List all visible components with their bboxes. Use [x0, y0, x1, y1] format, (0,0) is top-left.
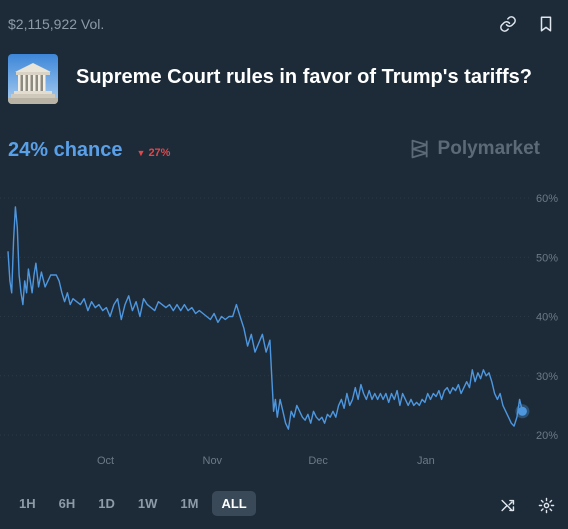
- shuffle-button[interactable]: [498, 495, 518, 515]
- chance-change: ▼ 27%: [137, 147, 171, 159]
- brand-name: Polymarket: [437, 138, 540, 159]
- series-line: [7, 206, 524, 430]
- y-tick-label: 30%: [536, 371, 558, 383]
- brand-logo: Polymarket: [410, 138, 540, 160]
- chance-change-value: 27%: [148, 147, 171, 159]
- x-tick-label: Oct: [97, 455, 114, 467]
- chance-value: 24% chance: [8, 139, 123, 161]
- down-arrow-icon: ▼: [136, 148, 146, 158]
- y-tick-label: 20%: [536, 430, 558, 442]
- bookmark-icon: [540, 16, 552, 32]
- y-tick-label: 50%: [536, 252, 558, 264]
- range-button-all[interactable]: ALL: [212, 491, 256, 516]
- range-button-1w[interactable]: 1W: [137, 496, 158, 511]
- chart-actions: [498, 495, 556, 515]
- supreme-court-building-icon: [8, 54, 58, 104]
- link-button[interactable]: [498, 14, 518, 34]
- polymarket-logo-icon: [411, 139, 428, 159]
- range-button-6h[interactable]: 6H: [58, 496, 76, 511]
- range-button-1d[interactable]: 1D: [98, 496, 115, 511]
- price-chart: 60% 50% 40% 30% 20% Oct Nov Dec Jan: [0, 193, 558, 467]
- range-button-1h[interactable]: 1H: [19, 496, 36, 511]
- link-icon: [500, 16, 516, 32]
- current-point-marker: [517, 406, 527, 416]
- market-title: Supreme Court rules in favor of Trump's …: [76, 66, 532, 88]
- x-tick-label: Dec: [308, 455, 328, 467]
- y-tick-label: 60%: [536, 193, 558, 205]
- shuffle-icon: [500, 499, 514, 511]
- time-range-selector: 1H 6H 1D 1W 1M ALL: [10, 491, 261, 516]
- y-tick-label: 40%: [536, 312, 558, 324]
- x-tick-label: Nov: [203, 455, 223, 467]
- chance-display: 24% chance ▼ 27%: [8, 139, 170, 162]
- card-actions: [498, 14, 556, 34]
- bookmark-button[interactable]: [536, 14, 556, 34]
- volume-label: $2,115,922 Vol.: [8, 16, 105, 32]
- range-button-1m[interactable]: 1M: [180, 496, 199, 511]
- market-image: [8, 54, 58, 104]
- gear-icon: [538, 497, 554, 513]
- x-tick-label: Jan: [417, 455, 435, 467]
- settings-button[interactable]: [536, 495, 556, 515]
